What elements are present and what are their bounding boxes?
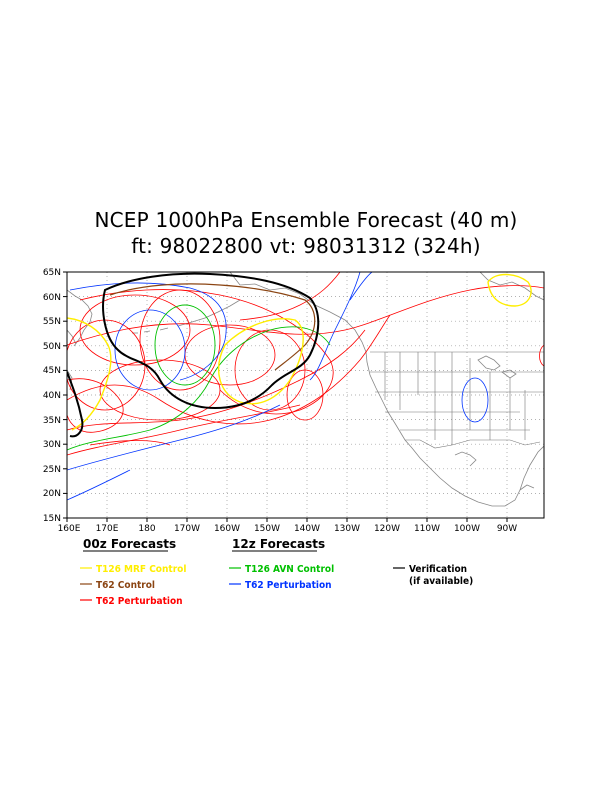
legend-group-00z-title: 00z Forecasts [83, 537, 176, 551]
legend-item-t126-avn: T126 AVN Control [245, 564, 334, 575]
lon-label: 140W [294, 524, 320, 534]
lat-label: 50N [43, 342, 61, 352]
lon-label: 100W [454, 524, 480, 534]
lon-label: 170E [96, 524, 119, 534]
lat-label: 15N [43, 514, 61, 524]
lat-label: 35N [43, 416, 61, 426]
axis-ticks [63, 271, 508, 522]
legend-item-t62-perturbation: T62 Perturbation [96, 596, 183, 607]
t126-avn-control-contours [67, 304, 331, 451]
lon-label: 170W [174, 524, 200, 534]
lat-label: 20N [43, 489, 61, 499]
plot-frame [66, 271, 545, 519]
lat-label: 25N [43, 465, 61, 475]
lat-label: 55N [43, 317, 61, 327]
latitude-labels: 65N 60N 55N 50N 45N 40N 35N 30N 25N 20N … [43, 268, 61, 524]
lon-label: 180 [138, 524, 155, 534]
legend-item-t126-mrf: T126 MRF Control [96, 564, 186, 575]
verification-contours [67, 272, 320, 438]
legend-item-t62-perturbation-12z: T62 Perturbation [245, 580, 332, 591]
lat-label: 30N [43, 440, 61, 450]
lat-label: 60N [43, 293, 61, 303]
legend-item-t62-control: T62 Control [96, 580, 155, 591]
legend-group-12z-title: 12z Forecasts [232, 537, 325, 551]
lat-label: 65N [43, 268, 61, 278]
legend-item-verification: Verification [409, 564, 467, 575]
lon-label: 160E [58, 524, 81, 534]
lat-label: 45N [43, 366, 61, 376]
lat-label: 40N [43, 391, 61, 401]
lon-label: 130W [334, 524, 360, 534]
title-line-2: ft: 98022800 vt: 98031312 (324h) [131, 234, 481, 258]
t62-perturbation-12z-contours [67, 272, 489, 501]
longitude-labels: 160E 170E 180 170W 160W 150W 140W 130W 1… [58, 524, 518, 534]
t126-mrf-control-contours [67, 273, 532, 431]
grid-lines [67, 272, 544, 518]
t62-control-contours [109, 283, 316, 371]
lon-label: 120W [374, 524, 400, 534]
lon-label: 90W [497, 524, 517, 534]
lon-label: 160W [214, 524, 240, 534]
coastlines [67, 272, 544, 507]
legend-item-verification-note: (if available) [409, 576, 473, 587]
lon-label: 110W [414, 524, 440, 534]
political-borders [370, 351, 544, 449]
legend: 00z Forecasts 12z Forecasts T126 MRF Con… [80, 537, 473, 607]
title-line-1: NCEP 1000hPa Ensemble Forecast (40 m) [94, 208, 518, 232]
lon-label: 150W [254, 524, 280, 534]
